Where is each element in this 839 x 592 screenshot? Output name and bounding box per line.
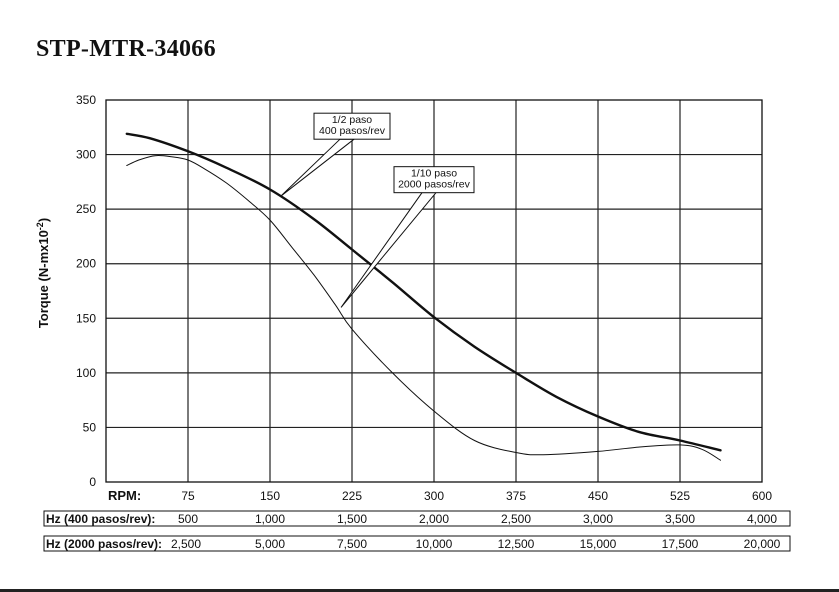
x-tick-label: 375 xyxy=(506,489,526,503)
hz-row-value: 2,500 xyxy=(501,512,531,526)
hz-row-value: 2,000 xyxy=(419,512,449,526)
y-tick-label: 350 xyxy=(76,93,96,107)
y-tick-label: 300 xyxy=(76,148,96,162)
x-tick-labels: 75 150 225 300 375 450 525 600 xyxy=(181,489,772,503)
hz-row-value: 10,000 xyxy=(416,537,453,551)
series-label: 2000 pasos/rev xyxy=(398,179,471,191)
x-tick-label: 450 xyxy=(588,489,608,503)
hz-row-value: 1,500 xyxy=(337,512,367,526)
hz-row-value: 12,500 xyxy=(498,537,535,551)
hz-row-label: Hz (400 pasos/rev): xyxy=(46,512,155,526)
hz-row-value: 1,000 xyxy=(255,512,285,526)
hz-row-value: 3,500 xyxy=(665,512,695,526)
hz-row-label: Hz (2000 pasos/rev): xyxy=(46,537,162,551)
annotation-pointer xyxy=(340,192,438,308)
annotation-pointer xyxy=(280,138,356,197)
hz-row-value: 20,000 xyxy=(744,537,781,551)
y-axis-label-close: ) xyxy=(36,218,51,222)
series-label: 1/2 paso xyxy=(332,114,372,126)
hz-row-value: 4,000 xyxy=(747,512,777,526)
y-axis-label-sup: -2 xyxy=(35,222,45,230)
series-label: 400 pasos/rev xyxy=(319,125,386,137)
bottom-rule xyxy=(0,589,839,592)
series-lines xyxy=(125,132,722,461)
hz-row-box xyxy=(43,510,791,527)
x-tick-label: 225 xyxy=(342,489,362,503)
y-tick-label: 150 xyxy=(76,311,96,325)
series-label: 1/10 paso xyxy=(411,168,457,180)
hz-row-value: 5,000 xyxy=(255,537,285,551)
y-axis-label-main: Torque (N-mx10 xyxy=(36,230,51,328)
y-tick-label: 250 xyxy=(76,202,96,216)
hz-row-value: 17,500 xyxy=(662,537,699,551)
hz-row-box xyxy=(43,535,791,552)
y-axis-label: Torque (N-mx10-2) xyxy=(35,218,51,328)
y-tick-label: 200 xyxy=(76,257,96,271)
series-line-1 xyxy=(125,132,722,452)
hz-row-value: 500 xyxy=(178,512,198,526)
plot-frame xyxy=(105,99,763,483)
hz-row-value: 7,500 xyxy=(337,537,367,551)
chart-title: STP-MTR-34066 xyxy=(36,36,216,62)
series-line-2 xyxy=(126,155,721,461)
hz-row-value: 3,000 xyxy=(583,512,613,526)
hz-table: Hz (400 pasos/rev): 500 1,000 1,500 2,000 2,5… xyxy=(43,510,791,552)
x-tick-label: 75 xyxy=(181,489,195,503)
annotation-box xyxy=(393,166,475,194)
y-tick-label: 50 xyxy=(83,420,97,434)
x-axis-label: RPM: xyxy=(108,488,141,503)
x-tick-label: 150 xyxy=(260,489,280,503)
hz-row-value: 2,500 xyxy=(171,537,201,551)
x-tick-label: 525 xyxy=(670,489,690,503)
y-tick-labels: 0 50 100 150 200 250 300 350 xyxy=(76,93,96,489)
annotation-box xyxy=(313,112,391,140)
x-tick-label: 300 xyxy=(424,489,444,503)
hz-row-value: 15,000 xyxy=(580,537,617,551)
x-tick-label: 600 xyxy=(752,489,772,503)
y-tick-label: 0 xyxy=(89,475,96,489)
y-tick-label: 100 xyxy=(76,366,96,380)
